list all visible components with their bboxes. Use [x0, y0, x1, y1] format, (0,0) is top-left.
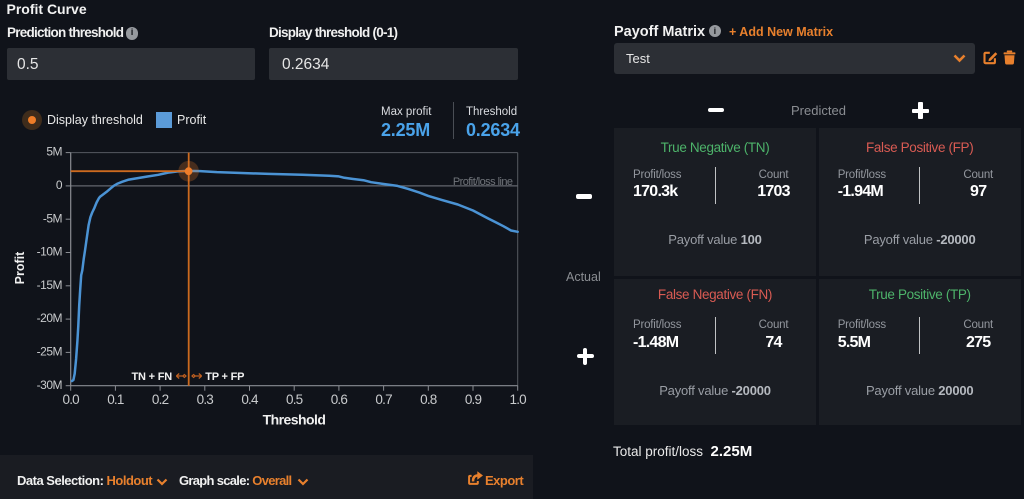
- svg-text:-10M: -10M: [37, 245, 63, 259]
- svg-text:TN + FN: TN + FN: [132, 371, 173, 383]
- svg-text:1.0: 1.0: [510, 392, 527, 407]
- svg-text:5M: 5M: [46, 145, 62, 159]
- svg-text:Threshold: Threshold: [263, 412, 326, 428]
- svg-text:0.6: 0.6: [331, 392, 348, 407]
- svg-text:Profit/loss line: Profit/loss line: [453, 176, 513, 188]
- svg-text:0.9: 0.9: [465, 392, 482, 407]
- svg-text:0.2: 0.2: [152, 392, 169, 407]
- svg-text:-25M: -25M: [37, 345, 63, 359]
- svg-text:-30M: -30M: [37, 378, 63, 392]
- svg-text:-15M: -15M: [37, 278, 63, 292]
- svg-text:TP + FP: TP + FP: [205, 371, 244, 383]
- svg-text:0.7: 0.7: [375, 392, 392, 407]
- svg-text:-5M: -5M: [43, 211, 63, 225]
- svg-text:0.5: 0.5: [286, 392, 303, 407]
- svg-text:0.1: 0.1: [107, 392, 124, 407]
- svg-text:0.0: 0.0: [63, 392, 80, 407]
- svg-text:0.3: 0.3: [197, 392, 214, 407]
- svg-text:0.8: 0.8: [420, 392, 437, 407]
- svg-text:Profit: Profit: [13, 251, 27, 284]
- svg-text:0: 0: [56, 178, 63, 192]
- svg-text:0.4: 0.4: [241, 392, 259, 407]
- svg-text:-20M: -20M: [37, 311, 63, 325]
